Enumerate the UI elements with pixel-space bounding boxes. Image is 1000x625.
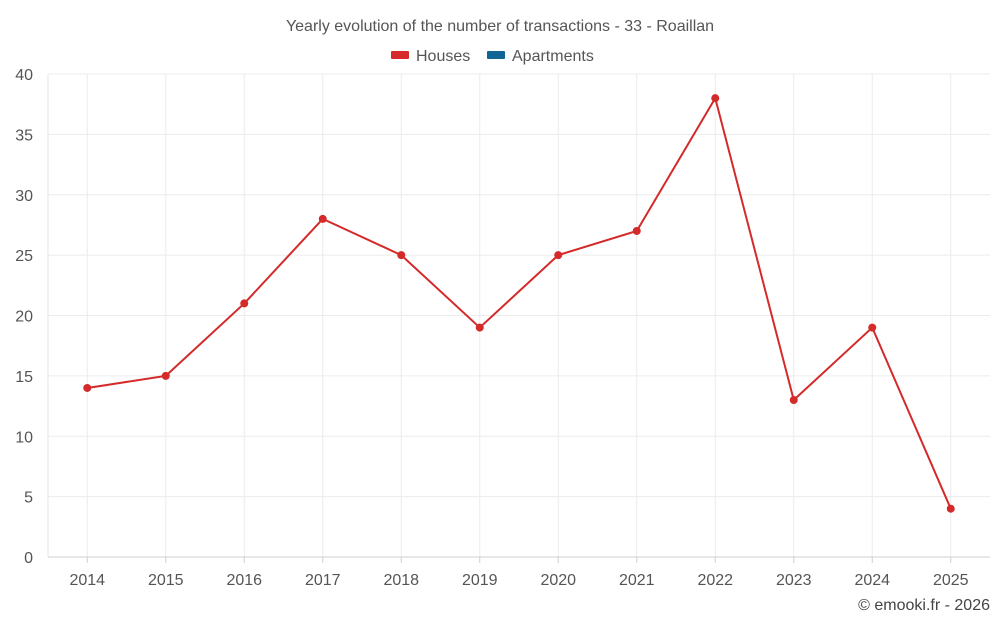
y-tick-label: 0	[24, 550, 33, 567]
data-point-houses-2017[interactable]	[318, 214, 327, 223]
legend-label-apartments: Apartments	[512, 48, 594, 65]
x-tick-label: 2017	[305, 572, 341, 589]
x-tick-label: 2025	[933, 572, 969, 589]
data-point-houses-2025[interactable]	[946, 504, 955, 513]
y-tick-label: 40	[15, 67, 33, 84]
x-tick-label: 2019	[462, 572, 498, 589]
data-point-houses-2016[interactable]	[240, 299, 249, 308]
legend-item-houses[interactable]: Houses	[391, 48, 470, 65]
grid	[48, 73, 990, 557]
legend-swatch-apartments	[487, 51, 505, 59]
data-point-houses-2014[interactable]	[83, 383, 92, 392]
x-tick-label: 2018	[383, 572, 419, 589]
legend-item-apartments[interactable]: Apartments	[487, 48, 594, 65]
x-tick-label: 2021	[619, 572, 655, 589]
series-houses	[83, 94, 955, 513]
x-tick-label: 2020	[540, 572, 576, 589]
x-tick-label: 2022	[697, 572, 733, 589]
data-point-houses-2024[interactable]	[868, 323, 877, 332]
legend-label-houses: Houses	[416, 48, 470, 65]
y-tick-label: 5	[24, 490, 33, 507]
legend-swatch-houses	[391, 51, 409, 59]
series	[83, 94, 955, 513]
legend: Houses Apartments	[391, 48, 594, 65]
chart-title: Yearly evolution of the number of transa…	[286, 18, 714, 35]
y-tick-label: 30	[15, 188, 33, 205]
data-point-houses-2022[interactable]	[711, 94, 720, 103]
x-tick-label: 2023	[776, 572, 812, 589]
data-point-houses-2015[interactable]	[161, 371, 170, 380]
x-tick-label: 2016	[226, 572, 262, 589]
y-axis-ticks: 0 5 10 15 20 25 30 35 40	[15, 67, 33, 567]
y-tick-label: 35	[15, 127, 33, 144]
x-axis-ticks: 2014 2015 2016 2017 2018 2019 2020 2021 2022 2023…	[69, 572, 968, 589]
series-line-houses	[87, 97, 952, 510]
x-tick-label: 2014	[69, 572, 105, 589]
data-point-houses-2023[interactable]	[789, 396, 798, 405]
y-tick-label: 15	[15, 369, 33, 386]
x-tick-label: 2024	[854, 572, 890, 589]
data-point-houses-2020[interactable]	[554, 251, 563, 260]
data-point-houses-2019[interactable]	[475, 323, 484, 332]
y-tick-label: 20	[15, 309, 33, 326]
y-tick-label: 25	[15, 248, 33, 265]
credit-text: © emooki.fr - 2026	[858, 597, 990, 614]
x-tick-label: 2015	[148, 572, 184, 589]
axes	[47, 74, 990, 563]
y-tick-label: 10	[15, 429, 33, 446]
data-point-houses-2018[interactable]	[397, 251, 406, 260]
data-point-houses-2021[interactable]	[632, 226, 641, 235]
